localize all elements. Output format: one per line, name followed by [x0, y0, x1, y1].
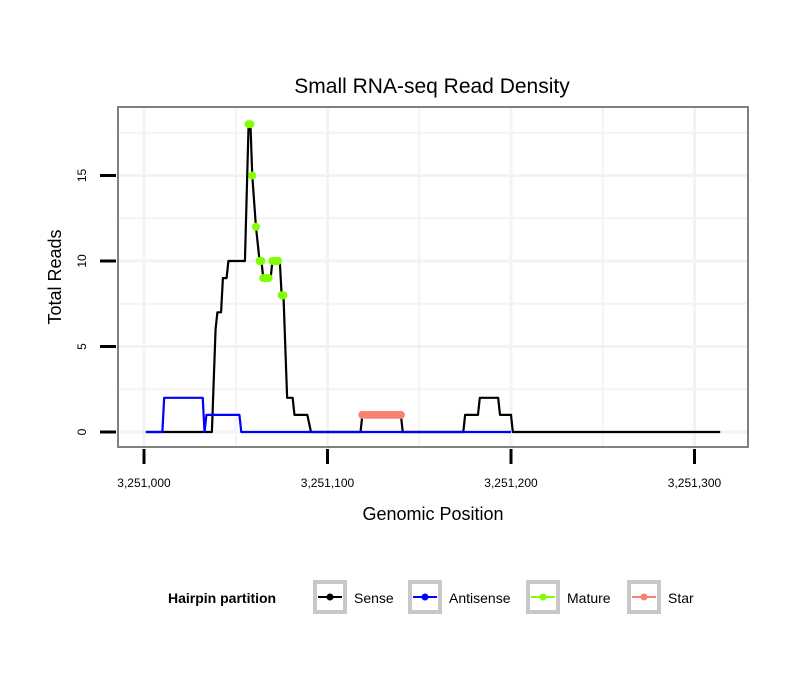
- data-point-mature: [246, 120, 255, 129]
- x-axis: 3,251,000 3,251,100 3,251,200 3,251,300: [117, 449, 722, 490]
- data-point-mature: [251, 222, 260, 231]
- legend-item-antisense: Antisense: [408, 580, 511, 614]
- y-axis: 0 5 10 15: [75, 169, 116, 435]
- legend-key-point: [421, 593, 429, 601]
- legend-title: Hairpin partition: [168, 590, 276, 606]
- legend-key-point: [640, 593, 648, 601]
- x-tick-label: 3,251,200: [484, 476, 538, 490]
- data-point-mature: [264, 274, 273, 283]
- data-point-mature: [273, 257, 282, 265]
- data-point-mature: [248, 171, 257, 180]
- series-line-antisense: [145, 396, 511, 434]
- legend-key-point: [326, 593, 334, 601]
- y-tick-label: 10: [75, 254, 89, 268]
- legend-label: Sense: [354, 590, 394, 606]
- data-point-mature: [279, 291, 288, 300]
- legend-item-star: Star: [627, 580, 694, 614]
- legend-key-point: [539, 593, 547, 601]
- x-tick-label: 3,251,100: [301, 476, 355, 490]
- y-tick-label: 0: [75, 428, 89, 435]
- plot-border: [117, 106, 749, 448]
- y-tick-label: 5: [75, 343, 89, 350]
- legend: Hairpin partition Sense Antisense Mature St…: [168, 580, 694, 614]
- legend-label: Star: [668, 590, 694, 606]
- x-tick-label: 3,251,000: [117, 476, 171, 490]
- legend-label: Antisense: [449, 590, 511, 606]
- legend-item-mature: Mature: [526, 580, 611, 614]
- y-tick-label: 15: [75, 169, 89, 183]
- x-tick-label: 3,251,300: [668, 476, 722, 490]
- chart-title: Small RNA-seq Read Density: [294, 75, 570, 98]
- data-point-mature: [257, 257, 266, 265]
- data-point-star: [396, 410, 405, 419]
- legend-item-sense: Sense: [313, 580, 394, 614]
- legend-label: Mature: [567, 590, 611, 606]
- series-layer: [145, 120, 721, 434]
- grid-lines: [119, 108, 747, 446]
- x-axis-label: Genomic Position: [362, 504, 503, 524]
- y-axis-label: Total Reads: [45, 229, 65, 324]
